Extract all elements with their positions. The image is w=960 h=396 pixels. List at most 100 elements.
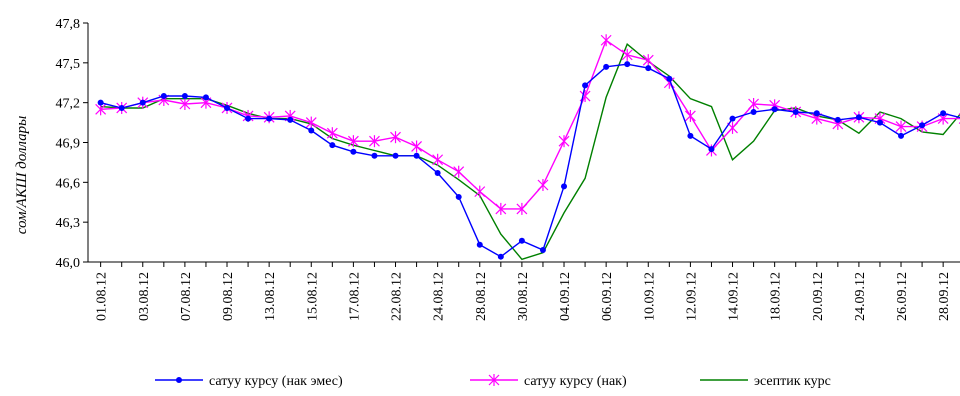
data-point: [390, 131, 401, 144]
data-point: [476, 241, 483, 248]
x-tick-label: 10.09.12: [642, 272, 657, 321]
data-point: [474, 185, 486, 198]
x-tick-label: 07.08.12: [179, 272, 194, 321]
data-point: [516, 202, 528, 215]
data-point: [750, 108, 757, 115]
data-point: [413, 152, 420, 159]
data-point: [371, 152, 378, 159]
data-point: [434, 170, 441, 177]
y-axis-ticks: 46,0 46,3 46,6 46,9 47,2 47,5 47,8: [56, 17, 88, 271]
data-point: [813, 110, 820, 117]
data-point: [539, 247, 546, 254]
data-point: [329, 142, 336, 149]
data-point: [369, 135, 380, 148]
data-point: [350, 148, 357, 155]
data-point: [771, 106, 778, 113]
y-tick-label: 47,2: [56, 97, 81, 112]
data-point: [495, 202, 507, 215]
data-point: [561, 183, 568, 190]
data-point: [687, 132, 694, 139]
axes: [87, 23, 960, 263]
y-tick-label: 47,5: [56, 57, 81, 72]
x-tick-label: 03.08.12: [137, 272, 152, 321]
legend-marker: [176, 377, 182, 383]
data-point: [582, 82, 589, 89]
data-point: [642, 54, 654, 67]
data-point: [624, 61, 631, 68]
x-tick-label: 22.08.12: [390, 272, 405, 321]
data-point: [224, 104, 231, 111]
data-point: [326, 127, 338, 140]
series-group: [95, 34, 960, 261]
data-point: [558, 135, 570, 148]
data-point: [118, 104, 125, 111]
data-point: [708, 146, 715, 153]
data-point: [97, 99, 104, 106]
series-1: [95, 34, 960, 215]
x-tick-label: 01.08.12: [95, 272, 110, 321]
data-point: [266, 115, 273, 122]
x-tick-label: 20.09.12: [811, 272, 826, 321]
data-point: [245, 115, 252, 122]
x-tick-label: 24.08.12: [432, 272, 447, 321]
data-point: [748, 97, 760, 110]
data-point: [603, 63, 610, 70]
y-tick-label: 46,0: [56, 256, 81, 271]
data-point: [898, 132, 905, 139]
y-tick-label: 46,9: [56, 137, 81, 152]
data-point: [305, 116, 317, 129]
data-point: [684, 109, 696, 122]
x-tick-label: 15.08.12: [305, 272, 320, 321]
series-0: [97, 61, 960, 260]
x-tick-label: 30.08.12: [516, 272, 531, 321]
y-tick-label: 46,3: [56, 216, 81, 231]
data-point: [600, 34, 612, 47]
data-point: [160, 93, 167, 100]
data-point: [453, 165, 465, 178]
data-point: [919, 122, 926, 129]
data-point: [940, 110, 947, 117]
data-point: [518, 237, 525, 244]
x-tick-label: 06.09.12: [600, 272, 615, 321]
data-point: [308, 127, 315, 134]
x-tick-label: 28.08.12: [474, 272, 489, 321]
data-point: [181, 93, 188, 100]
data-point: [537, 178, 549, 191]
data-point: [729, 115, 736, 122]
data-point: [411, 140, 423, 153]
series-line: [100, 63, 960, 258]
data-point: [455, 193, 462, 200]
y-axis-label: сом/АКШ доллары: [14, 116, 30, 235]
x-tick-label: 17.08.12: [347, 272, 362, 321]
y-tick-label: 46,6: [56, 176, 81, 191]
legend-label: сатуу курсу (нак): [524, 374, 627, 389]
data-point: [287, 116, 294, 123]
x-tick-label: 14.09.12: [727, 272, 742, 321]
data-point: [792, 108, 799, 115]
data-point: [876, 119, 883, 126]
data-point: [666, 75, 673, 82]
legend: сатуу курсу (нак эмес) сатуу курсу (нак) э…: [155, 374, 831, 389]
series-2: [100, 43, 960, 261]
data-point: [895, 120, 907, 133]
data-point: [139, 99, 146, 106]
data-point: [347, 135, 359, 148]
data-point: [432, 153, 444, 166]
x-tick-label: 26.09.12: [895, 272, 910, 321]
y-tick-label: 47,8: [56, 17, 81, 32]
legend-label: сатуу курсу (нак эмес): [209, 374, 343, 389]
data-point: [392, 152, 399, 159]
legend-label: эсептик курс: [754, 374, 831, 389]
series-line: [100, 39, 960, 210]
data-point: [645, 65, 652, 72]
data-point: [497, 253, 504, 260]
x-tick-label: 13.08.12: [263, 272, 278, 321]
data-point: [855, 114, 862, 121]
x-axis-ticks: 01.08.12 03.08.12 07.08.12 09.08.12 13.08.12…: [95, 262, 952, 321]
data-point: [834, 116, 841, 123]
series-line: [100, 43, 960, 261]
legend-marker: [488, 374, 500, 386]
x-tick-label: 09.08.12: [221, 272, 236, 321]
x-tick-label: 24.09.12: [853, 272, 868, 321]
